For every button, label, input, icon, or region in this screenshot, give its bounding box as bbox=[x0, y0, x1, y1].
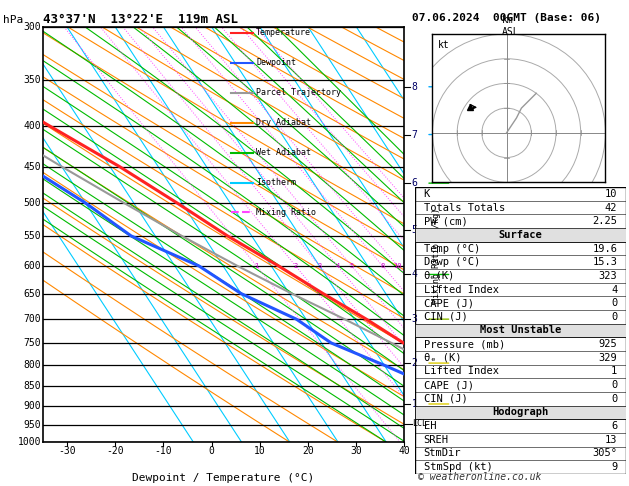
Text: 700: 700 bbox=[23, 314, 41, 324]
Text: 5: 5 bbox=[350, 263, 353, 269]
Text: 3: 3 bbox=[412, 314, 418, 324]
Text: Mixing Ratio: Mixing Ratio bbox=[256, 208, 316, 217]
Text: 350: 350 bbox=[23, 75, 41, 85]
Text: EH: EH bbox=[423, 421, 436, 431]
Text: Lifted Index: Lifted Index bbox=[423, 366, 499, 377]
Text: 925: 925 bbox=[599, 339, 618, 349]
Text: CAPE (J): CAPE (J) bbox=[423, 380, 474, 390]
Text: km: km bbox=[502, 15, 514, 25]
Text: 10: 10 bbox=[254, 447, 265, 456]
Text: 10: 10 bbox=[605, 189, 618, 199]
Text: 450: 450 bbox=[23, 162, 41, 172]
Text: 8: 8 bbox=[412, 82, 418, 92]
Text: 30: 30 bbox=[350, 447, 362, 456]
Text: 0: 0 bbox=[611, 394, 618, 404]
Text: θₑ(K): θₑ(K) bbox=[423, 271, 455, 281]
Text: 4: 4 bbox=[611, 284, 618, 295]
Text: 10: 10 bbox=[394, 263, 402, 269]
Text: 2: 2 bbox=[294, 263, 298, 269]
Bar bbox=[415, 228, 626, 242]
Text: 5: 5 bbox=[412, 225, 418, 235]
Text: 9: 9 bbox=[611, 462, 618, 472]
Text: 0: 0 bbox=[611, 298, 618, 308]
Text: 1: 1 bbox=[254, 263, 259, 269]
Text: LCL: LCL bbox=[413, 419, 427, 428]
Text: 19.6: 19.6 bbox=[593, 243, 618, 254]
Text: PW (cm): PW (cm) bbox=[423, 216, 467, 226]
Text: 4: 4 bbox=[412, 269, 418, 279]
Text: Pressure (mb): Pressure (mb) bbox=[423, 339, 505, 349]
Text: 4: 4 bbox=[335, 263, 340, 269]
Text: 1000: 1000 bbox=[18, 437, 41, 447]
Text: 2: 2 bbox=[412, 358, 418, 368]
Text: CIN (J): CIN (J) bbox=[423, 312, 467, 322]
Text: CAPE (J): CAPE (J) bbox=[423, 298, 474, 308]
Text: 7: 7 bbox=[412, 130, 418, 139]
Text: 600: 600 bbox=[23, 261, 41, 271]
Text: 1: 1 bbox=[611, 366, 618, 377]
Text: 20: 20 bbox=[302, 447, 314, 456]
Text: -20: -20 bbox=[106, 447, 124, 456]
Text: Temp (°C): Temp (°C) bbox=[423, 243, 480, 254]
Text: 43°37'N  13°22'E  119m ASL: 43°37'N 13°22'E 119m ASL bbox=[43, 13, 238, 26]
Text: 2.25: 2.25 bbox=[593, 216, 618, 226]
Text: Dewp (°C): Dewp (°C) bbox=[423, 257, 480, 267]
Text: 750: 750 bbox=[23, 338, 41, 348]
Text: 650: 650 bbox=[23, 289, 41, 298]
Text: 329: 329 bbox=[599, 353, 618, 363]
Text: -30: -30 bbox=[58, 447, 75, 456]
Text: 950: 950 bbox=[23, 419, 41, 430]
Text: Isotherm: Isotherm bbox=[256, 178, 296, 187]
Text: -10: -10 bbox=[155, 447, 172, 456]
Text: Hodograph: Hodograph bbox=[493, 407, 548, 417]
Text: 400: 400 bbox=[23, 121, 41, 131]
Text: kt: kt bbox=[438, 40, 449, 50]
Bar bbox=[415, 324, 626, 337]
Bar bbox=[415, 406, 626, 419]
Text: 0: 0 bbox=[611, 312, 618, 322]
Text: 13: 13 bbox=[605, 434, 618, 445]
Text: 3: 3 bbox=[318, 263, 322, 269]
Text: 550: 550 bbox=[23, 231, 41, 241]
Text: Wet Adiabat: Wet Adiabat bbox=[256, 148, 311, 157]
Text: 800: 800 bbox=[23, 360, 41, 370]
Text: 900: 900 bbox=[23, 401, 41, 411]
Text: CIN (J): CIN (J) bbox=[423, 394, 467, 404]
Text: Most Unstable: Most Unstable bbox=[480, 326, 561, 335]
Text: 850: 850 bbox=[23, 381, 41, 391]
Text: Mixing Ratio (g/kg): Mixing Ratio (g/kg) bbox=[433, 208, 442, 303]
Text: 07.06.2024  00GMT (Base: 06): 07.06.2024 00GMT (Base: 06) bbox=[412, 13, 601, 23]
Text: 0: 0 bbox=[611, 380, 618, 390]
Text: Totals Totals: Totals Totals bbox=[423, 203, 505, 212]
Text: 40: 40 bbox=[399, 447, 410, 456]
Text: StmSpd (kt): StmSpd (kt) bbox=[423, 462, 493, 472]
Text: θₑ (K): θₑ (K) bbox=[423, 353, 461, 363]
Text: 6: 6 bbox=[412, 178, 418, 188]
Text: hPa: hPa bbox=[3, 15, 23, 25]
Text: 42: 42 bbox=[605, 203, 618, 212]
Text: Surface: Surface bbox=[499, 230, 542, 240]
Text: 0: 0 bbox=[209, 447, 214, 456]
Text: 8: 8 bbox=[381, 263, 385, 269]
Text: K: K bbox=[423, 189, 430, 199]
Text: © weatheronline.co.uk: © weatheronline.co.uk bbox=[418, 472, 542, 482]
Text: Dry Adiabat: Dry Adiabat bbox=[256, 118, 311, 127]
Text: 500: 500 bbox=[23, 198, 41, 208]
Text: SREH: SREH bbox=[423, 434, 448, 445]
Text: 300: 300 bbox=[23, 22, 41, 32]
Text: Parcel Trajectory: Parcel Trajectory bbox=[256, 88, 341, 97]
Text: 1: 1 bbox=[412, 399, 418, 409]
Text: 323: 323 bbox=[599, 271, 618, 281]
Text: ASL: ASL bbox=[502, 27, 520, 37]
Text: 15.3: 15.3 bbox=[593, 257, 618, 267]
Text: StmDir: StmDir bbox=[423, 449, 461, 458]
Text: Dewpoint: Dewpoint bbox=[256, 58, 296, 68]
Text: 6: 6 bbox=[611, 421, 618, 431]
Text: Temperature: Temperature bbox=[256, 29, 311, 37]
Text: Lifted Index: Lifted Index bbox=[423, 284, 499, 295]
Text: 305°: 305° bbox=[593, 449, 618, 458]
Text: Dewpoint / Temperature (°C): Dewpoint / Temperature (°C) bbox=[133, 473, 314, 484]
